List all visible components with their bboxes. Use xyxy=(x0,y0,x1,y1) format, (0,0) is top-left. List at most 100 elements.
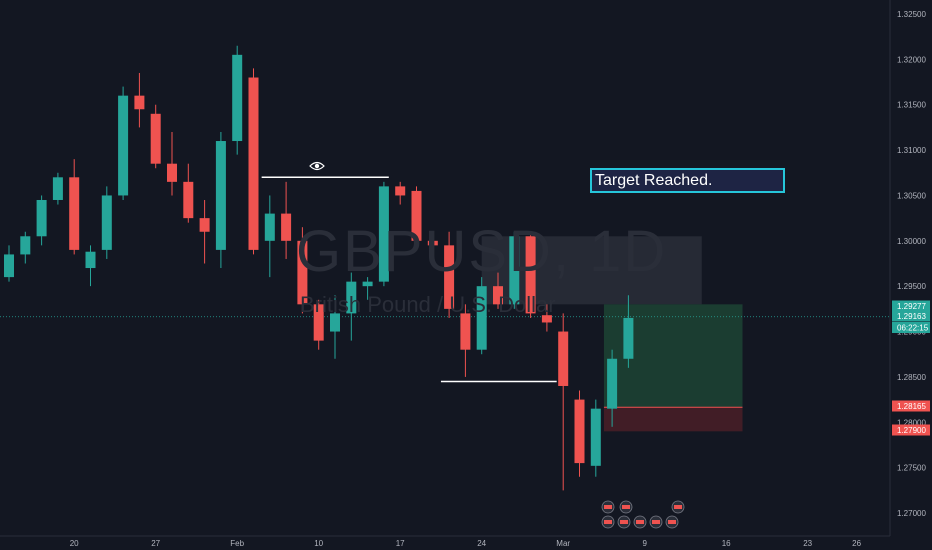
candle-body xyxy=(232,54,243,142)
candle-body xyxy=(558,331,569,386)
candle-body xyxy=(134,95,145,110)
candle xyxy=(378,181,389,287)
candle-body xyxy=(346,281,357,314)
time-tick-label: 20 xyxy=(70,539,79,548)
candle xyxy=(134,72,145,128)
candle-body xyxy=(167,163,177,182)
candle xyxy=(493,272,503,309)
price-tick-label: 1.28000 xyxy=(897,418,926,427)
candle-body xyxy=(330,313,340,332)
candle xyxy=(590,399,601,477)
candle-body xyxy=(574,399,585,464)
price-tick-label: 1.31000 xyxy=(897,146,926,155)
price-tag-bg xyxy=(892,322,930,333)
candle xyxy=(52,172,63,205)
candle-body xyxy=(20,236,31,255)
candle xyxy=(525,231,536,318)
price-tag: 1.28165 xyxy=(892,400,930,412)
candle-body xyxy=(199,218,210,232)
candle xyxy=(281,181,292,259)
candle xyxy=(574,390,585,477)
candle xyxy=(20,231,31,264)
candle xyxy=(36,195,47,246)
price-tick-label: 1.30000 xyxy=(897,237,926,246)
price-tick-label: 1.32000 xyxy=(897,55,926,64)
price-tag-bg xyxy=(892,300,930,312)
candle-body xyxy=(362,281,373,287)
candle-body xyxy=(85,251,96,269)
candle-body xyxy=(460,313,471,350)
candle-body xyxy=(525,236,536,314)
candles xyxy=(4,45,634,491)
candle-body xyxy=(395,186,406,196)
candle-body xyxy=(281,213,292,241)
candle xyxy=(69,159,80,255)
price-tag-bg xyxy=(892,400,930,412)
candle xyxy=(248,68,259,255)
candle xyxy=(101,186,112,259)
economic-events-icon[interactable] xyxy=(600,498,690,532)
price-tag-label: 1.27900 xyxy=(897,426,926,435)
candle xyxy=(541,304,552,332)
price-tick-label: 1.27000 xyxy=(897,509,926,518)
candle-body xyxy=(297,240,308,305)
price-tag-bg xyxy=(892,424,930,436)
candle xyxy=(118,86,129,200)
candle-body xyxy=(590,408,601,466)
candle-body xyxy=(427,240,438,246)
time-tick-label: 23 xyxy=(803,539,812,548)
candle xyxy=(427,231,438,250)
candle-body xyxy=(623,317,634,359)
horizontal-levels xyxy=(261,176,557,383)
candle xyxy=(150,104,161,169)
candle-body xyxy=(509,236,520,305)
price-tag: 1.27900 xyxy=(892,424,930,436)
candle-body xyxy=(52,177,63,200)
price-tick-label: 1.27500 xyxy=(897,464,926,473)
price-tick-label: 1.30500 xyxy=(897,191,926,200)
candle-body xyxy=(150,113,161,164)
price-tag: 1.29163 xyxy=(892,310,930,322)
target-reached-note[interactable]: Target Reached. xyxy=(590,168,785,193)
candle-body xyxy=(313,304,324,341)
candle-body xyxy=(215,141,226,250)
time-tick-label: Mar xyxy=(556,539,570,548)
price-tag-label: 1.28165 xyxy=(897,402,926,411)
candle xyxy=(264,195,275,278)
price-tick-label: 1.29500 xyxy=(897,282,926,291)
time-tick-label: 17 xyxy=(396,539,405,548)
candle-body xyxy=(541,315,552,323)
candle xyxy=(199,199,210,264)
price-tag-bg xyxy=(892,310,930,322)
time-tick-label: 27 xyxy=(151,539,160,548)
price-tag-label: 1.29163 xyxy=(897,312,926,321)
candle-body xyxy=(183,181,194,219)
price-tick-label: 1.32500 xyxy=(897,10,926,19)
candle xyxy=(313,299,324,350)
candle xyxy=(476,277,487,355)
candle xyxy=(215,131,226,269)
time-tick-label: 26 xyxy=(852,539,861,548)
candle-body xyxy=(248,77,259,250)
candle-body xyxy=(493,286,503,305)
zone-stop xyxy=(603,407,743,432)
candle xyxy=(395,181,406,205)
candle xyxy=(4,245,14,282)
time-tick-label: 10 xyxy=(314,539,323,548)
price-tag: 1.29277 xyxy=(892,300,930,312)
time-tick-label: 9 xyxy=(642,539,647,548)
candle-body xyxy=(264,213,275,241)
candle xyxy=(346,272,357,341)
candle-body xyxy=(378,186,389,282)
candle xyxy=(330,295,340,359)
candle xyxy=(623,295,634,368)
candle xyxy=(460,304,471,377)
candle-body xyxy=(69,177,80,250)
candle xyxy=(167,131,177,196)
candle xyxy=(297,227,308,314)
price-tick-label: 1.28500 xyxy=(897,373,926,382)
time-axis[interactable]: 20 27 Feb 10 17 24 Mar 9 16 23 26 xyxy=(70,539,862,548)
